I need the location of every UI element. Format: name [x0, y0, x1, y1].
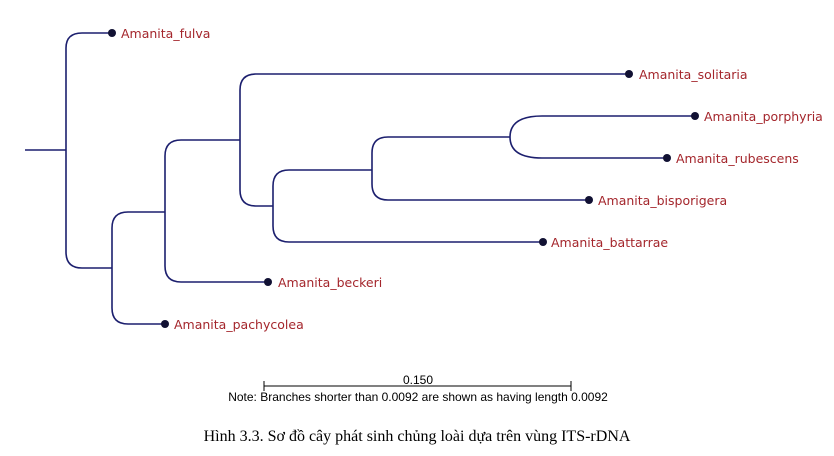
tip-node-pachycolea	[161, 320, 169, 328]
branch-rubescens-clade	[509, 115, 695, 159]
branch-length-note: Note: Branches shorter than 0.0092 are s…	[228, 390, 608, 404]
tip-node-fulva	[108, 29, 116, 37]
taxon-label-rubescens: Amanita_rubescens	[676, 151, 799, 166]
branch-solitaria-clade	[239, 73, 629, 207]
tip-node-porphyria	[691, 112, 699, 120]
taxon-label-solitaria: Amanita_solitaria	[639, 67, 748, 82]
tip-node-bisporigera	[585, 196, 593, 204]
scale-bar-label: 0.150	[403, 373, 433, 387]
taxon-label-bisporigera: Amanita_bisporigera	[598, 193, 727, 208]
taxon-label-fulva: Amanita_fulva	[121, 26, 210, 41]
tip-node-battarrae	[539, 238, 547, 246]
tip-node-rubescens	[663, 154, 671, 162]
tip-node-beckeri	[264, 278, 272, 286]
branch-battarrae-clade	[272, 169, 543, 243]
branch-pachycolea-clade	[111, 211, 165, 325]
tip-node-solitaria	[625, 70, 633, 78]
taxon-label-beckeri: Amanita_beckeri	[278, 275, 382, 290]
branch-beckeri-clade	[164, 139, 268, 283]
figure-caption: Hình 3.3. Sơ đồ cây phát sinh chủng loài…	[204, 428, 631, 445]
taxon-label-porphyria: Amanita_porphyria	[704, 109, 823, 124]
branch-root-clade	[65, 32, 112, 269]
branch-bisporigera-clade	[371, 136, 589, 201]
scale-bar: 0.150	[263, 373, 572, 391]
taxon-label-pachycolea: Amanita_pachycolea	[174, 317, 304, 332]
taxon-label-battarrae: Amanita_battarrae	[551, 235, 668, 250]
